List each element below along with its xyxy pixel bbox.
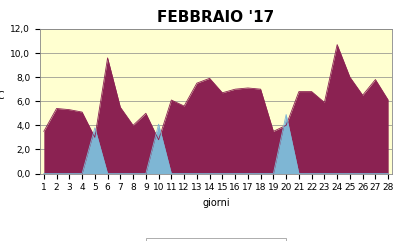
- Y-axis label: °C: °C: [0, 91, 5, 101]
- Legend: max °C, min FEBBRAIO '17: max °C, min FEBBRAIO '17: [146, 238, 286, 241]
- X-axis label: giorni: giorni: [202, 198, 230, 208]
- Title: FEBBRAIO '17: FEBBRAIO '17: [157, 10, 275, 25]
